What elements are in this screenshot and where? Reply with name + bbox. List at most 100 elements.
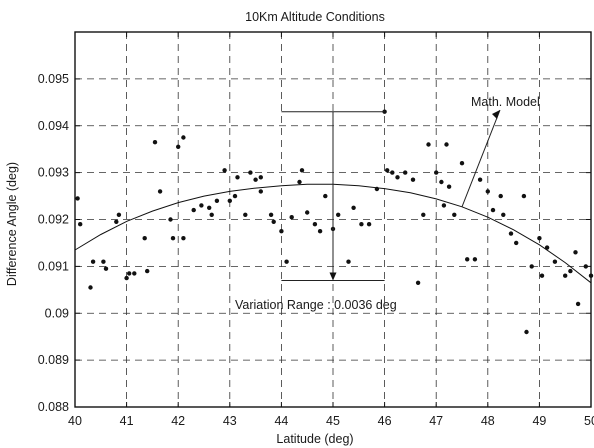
data-point	[366, 222, 372, 227]
x-tick-label: 50	[584, 414, 594, 428]
data-point	[395, 175, 400, 180]
x-tick-label: 48	[481, 414, 495, 428]
data-point	[170, 236, 176, 241]
y-tick-label: 0.09	[45, 306, 69, 320]
x-tick-label: 40	[68, 414, 82, 428]
data-point	[90, 259, 96, 264]
x-tick-label: 42	[171, 414, 185, 428]
data-point	[168, 217, 173, 222]
data-point	[157, 189, 163, 194]
data-point	[305, 210, 310, 215]
y-tick-labels: 0.088 0.089 0.09 0.091 0.092 0.093 0.094 0.095	[38, 72, 69, 414]
y-axis-label: Difference Angle (deg)	[5, 162, 19, 286]
variation-range-marker	[281, 111, 385, 281]
data-point	[426, 142, 431, 147]
data-point	[544, 245, 550, 250]
data-point	[336, 212, 341, 217]
range-arrow-head	[329, 272, 337, 281]
data-point	[323, 193, 328, 199]
data-point	[289, 215, 294, 220]
y-tick-label: 0.091	[38, 259, 69, 273]
y-tick-label: 0.088	[38, 400, 69, 414]
data-point	[116, 212, 122, 217]
data-point	[498, 193, 503, 199]
data-point	[127, 271, 132, 276]
data-point	[539, 273, 545, 278]
data-point	[346, 259, 351, 264]
data-point	[374, 186, 380, 192]
data-point	[209, 212, 214, 217]
math-model-label: Math. Model	[471, 95, 540, 109]
data-point	[181, 236, 186, 241]
data-point	[227, 198, 232, 203]
x-tick-label: 45	[326, 414, 340, 428]
data-point	[385, 168, 390, 173]
data-point	[568, 268, 573, 274]
data-point	[271, 219, 276, 224]
data-point	[452, 212, 457, 217]
data-point	[78, 222, 83, 227]
data-point	[403, 170, 408, 175]
x-tick-label: 46	[378, 414, 392, 428]
data-point	[258, 189, 263, 194]
data-point	[232, 193, 238, 199]
data-point	[441, 203, 447, 208]
data-point	[222, 168, 227, 173]
model-pointer-line	[461, 109, 501, 208]
data-point	[583, 264, 588, 269]
data-point	[390, 170, 395, 175]
data-point	[181, 135, 186, 140]
data-point	[351, 205, 356, 210]
data-point	[253, 177, 258, 182]
data-point	[132, 271, 137, 276]
data-point	[524, 329, 529, 335]
data-point	[312, 222, 318, 227]
data-point	[415, 280, 421, 285]
y-tick-label: 0.094	[38, 119, 69, 133]
data-point	[563, 273, 568, 278]
data-point	[434, 170, 439, 175]
data-point	[101, 259, 106, 264]
y-tick-label: 0.092	[38, 213, 69, 227]
data-point	[573, 250, 578, 255]
x-tick-label: 43	[223, 414, 237, 428]
data-point	[446, 184, 452, 189]
data-point	[75, 196, 80, 201]
data-point	[439, 179, 444, 185]
data-point	[152, 140, 158, 145]
data-point	[207, 205, 212, 210]
data-point	[472, 257, 478, 262]
y-tick-label: 0.095	[38, 72, 69, 86]
data-point	[191, 207, 196, 213]
data-point	[575, 301, 581, 307]
data-point	[501, 212, 506, 217]
data-point	[214, 198, 220, 203]
data-point	[537, 236, 542, 241]
data-point	[199, 203, 204, 208]
data-point	[258, 175, 263, 180]
data-point	[268, 212, 274, 217]
data-point	[508, 231, 514, 236]
data-point	[465, 257, 470, 262]
data-point	[552, 259, 558, 264]
data-point	[124, 275, 129, 281]
data-point	[410, 177, 416, 182]
data-points	[75, 109, 594, 335]
data-point	[297, 179, 302, 185]
y-tick-label: 0.093	[38, 166, 69, 180]
data-point	[421, 212, 426, 217]
data-point	[248, 170, 253, 175]
x-axis-label: Latitude (deg)	[276, 432, 353, 446]
data-point	[103, 266, 109, 271]
x-tick-label: 41	[120, 414, 134, 428]
data-point	[521, 193, 527, 199]
data-point	[299, 168, 305, 173]
data-point	[176, 144, 181, 149]
data-point	[114, 219, 119, 224]
data-point	[359, 222, 364, 227]
data-point	[235, 175, 240, 180]
data-point	[444, 142, 449, 147]
data-point	[477, 177, 483, 182]
